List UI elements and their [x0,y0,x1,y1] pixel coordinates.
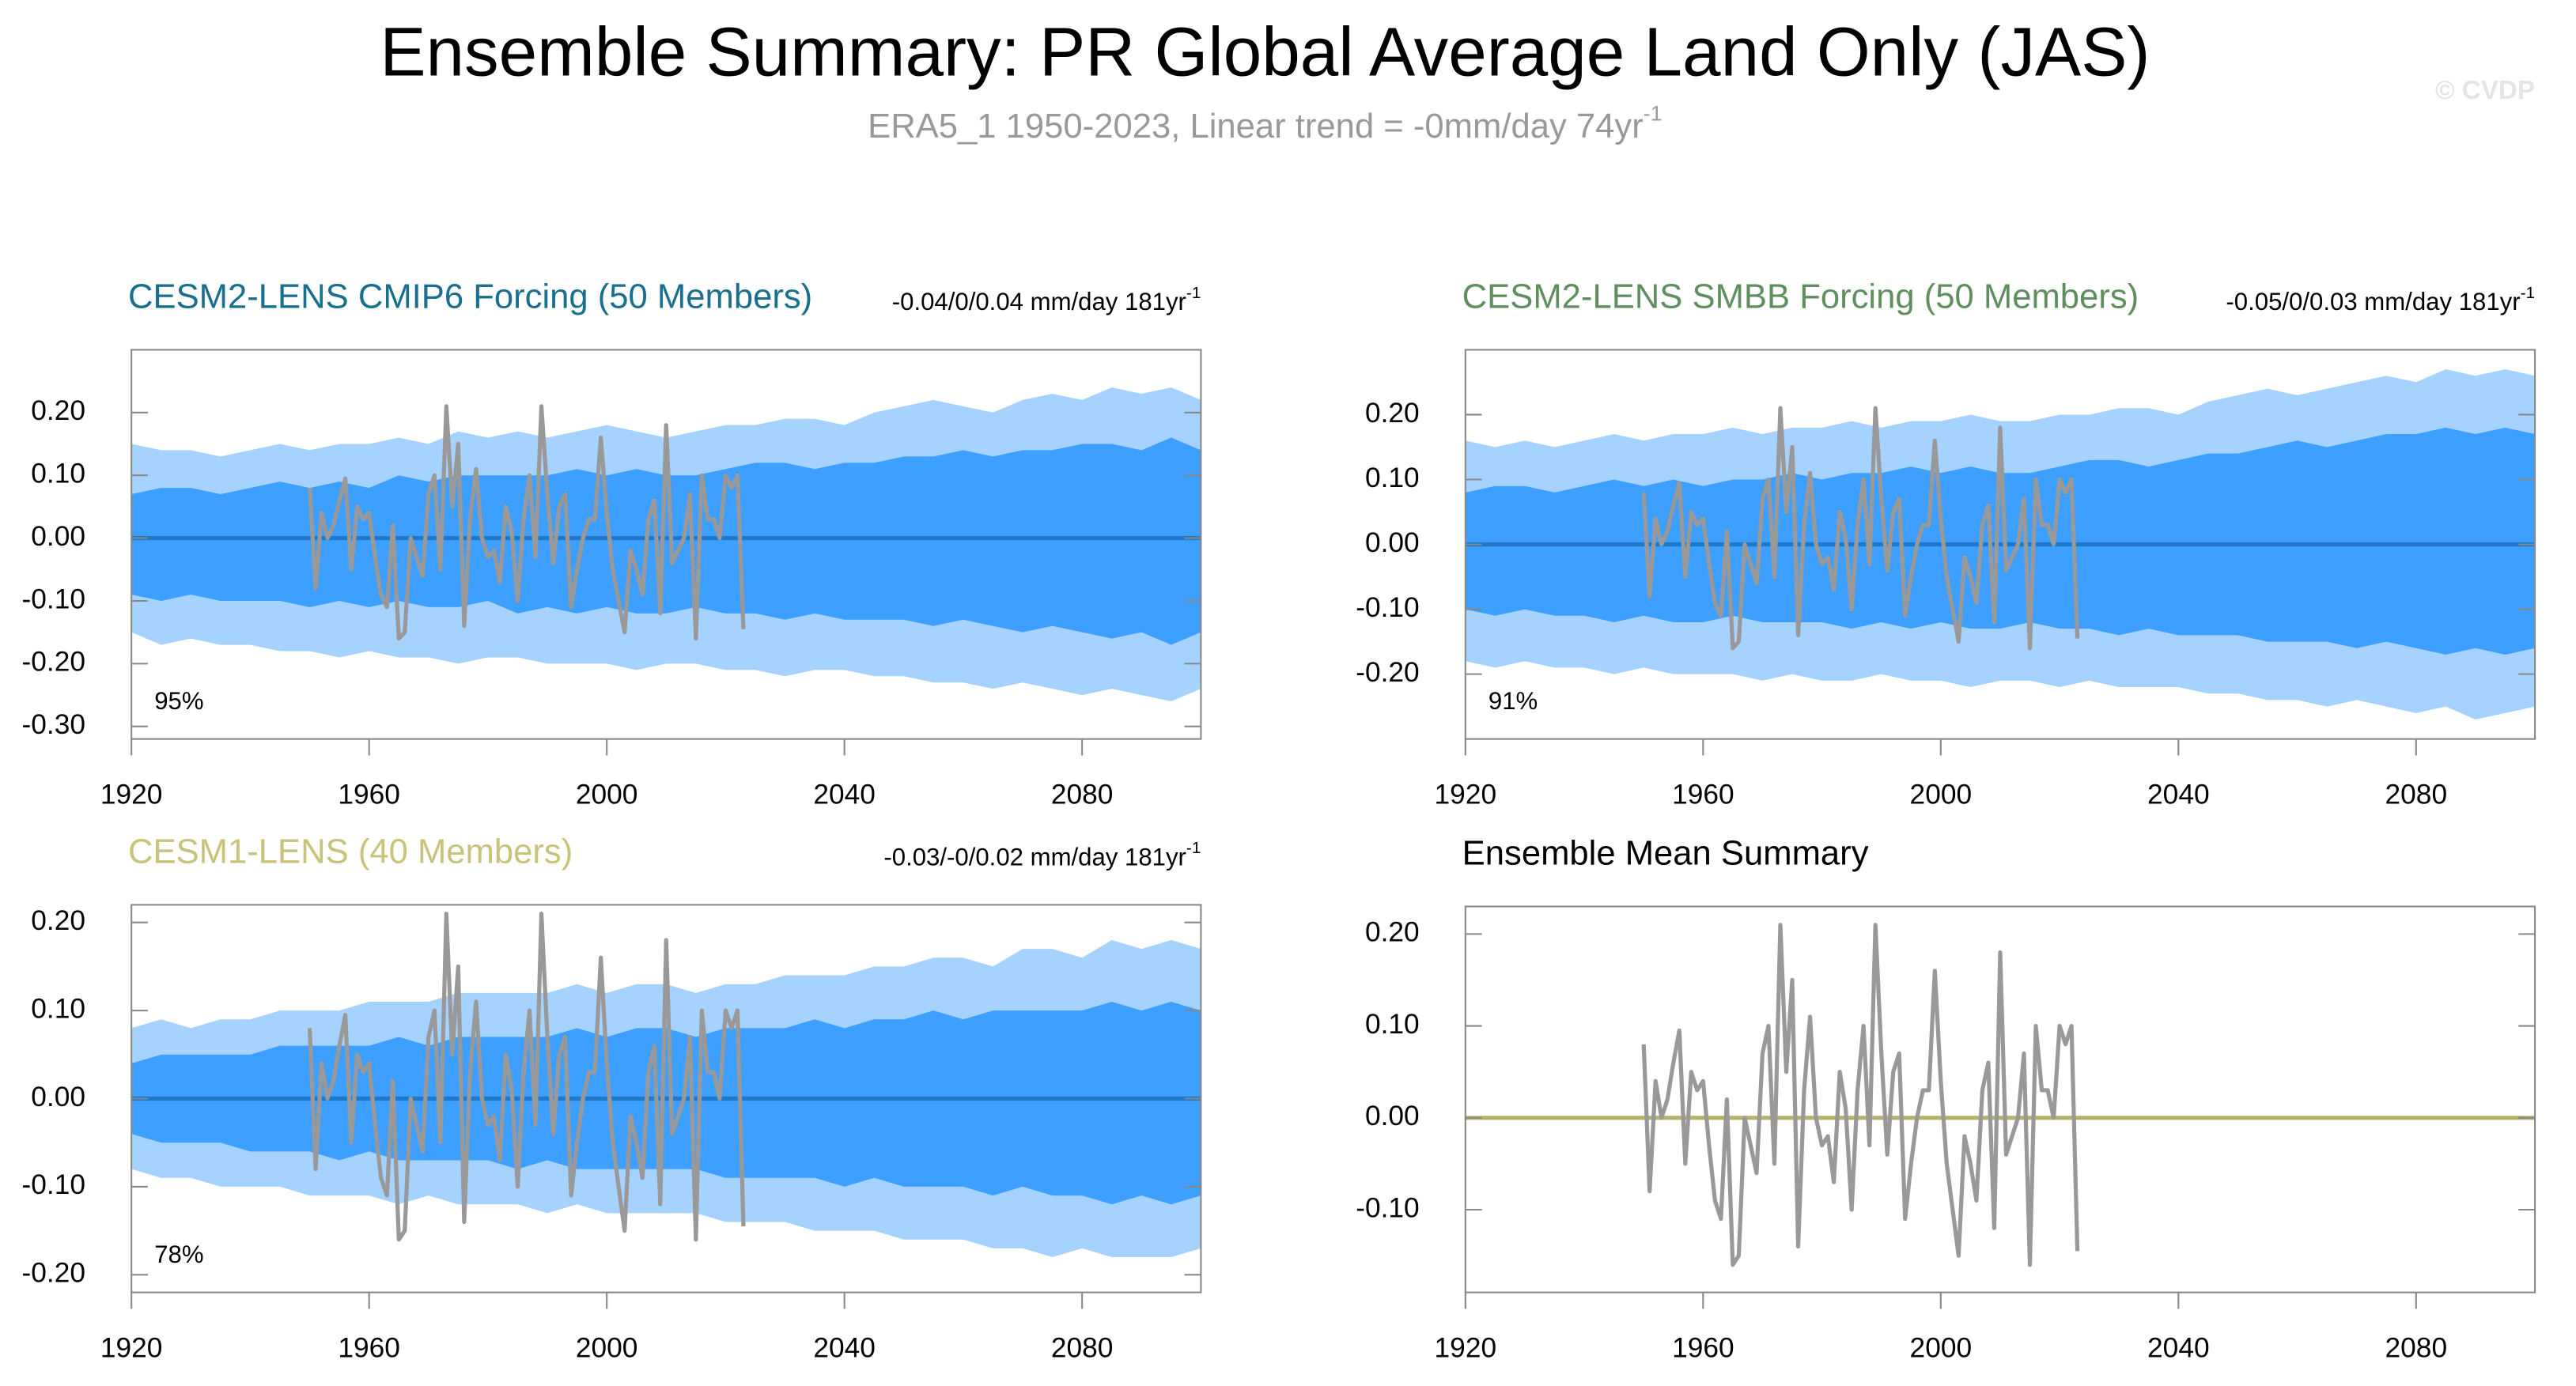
y-tick-label: -0.10 [1356,1192,1419,1223]
subtitle: ERA5_1 1950-2023, Linear trend = -0mm/da… [868,102,1662,145]
x-tick-label: 1960 [338,780,400,810]
spread-band [131,1001,1201,1205]
observation-line [1641,923,2080,1267]
y-tick-label: 0.20 [31,395,85,426]
x-tick-label: 1920 [1435,780,1497,810]
x-tick-label: 1920 [100,780,163,810]
observation-line [307,404,746,641]
trend-label: -0.04/0/0.04 mm/day 181yr-1 [892,284,1201,315]
x-tick-label: 1920 [100,1333,163,1364]
panel: CESM2-LENS SMBB Forcing (50 Members) -0.0… [1356,278,2536,810]
panel: CESM1-LENS (40 Members) -0.03/-0/0.02 mm/… [22,833,1202,1364]
x-tick-label: 2080 [2385,780,2448,810]
y-tick-label: -0.20 [1356,657,1419,688]
x-tick-label: 2080 [1051,1333,1114,1364]
panel-title: CESM1-LENS (40 Members) [128,833,573,871]
y-tick-label: 0.20 [1365,398,1420,429]
y-tick-label: 0.10 [1365,463,1420,493]
spread-band [1465,427,2536,655]
observation-line [1641,406,2080,651]
trend-text: -0.04/0/0.04 mm/day 181yr [892,288,1186,315]
observation-line [307,911,746,1242]
main-title: Ensemble Summary: PR Global Average Land… [380,14,2150,91]
y-tick-label: 0.10 [1365,1009,1420,1040]
y-tick-label: 0.00 [31,521,85,552]
trend-label: -0.05/0/0.03 mm/day 181yr-1 [2226,284,2535,315]
y-tick-label: -0.10 [22,1169,85,1200]
y-tick-label: -0.30 [22,709,85,740]
trend-superscript: -1 [1186,284,1201,302]
x-tick-label: 2000 [1910,1333,1973,1364]
y-tick-label: 0.00 [1365,527,1420,558]
x-tick-label: 1960 [338,1333,400,1364]
y-tick-label: 0.20 [31,905,85,936]
y-tick-label: -0.20 [22,647,85,678]
x-tick-label: 2000 [1910,780,1973,810]
subtitle-text: ERA5_1 1950-2023, Linear trend = -0mm/da… [868,108,1644,145]
y-tick-label: 0.00 [1365,1101,1420,1131]
panel-title: CESM2-LENS CMIP6 Forcing (50 Members) [128,278,812,316]
x-tick-label: 2040 [2147,1333,2210,1364]
trend-text: -0.03/-0/0.02 mm/day 181yr [883,844,1186,871]
x-tick-label: 2080 [1051,780,1114,810]
percent-label: 78% [154,1241,203,1268]
x-tick-label: 1920 [1435,1333,1497,1364]
x-tick-label: 2000 [576,1333,638,1364]
percent-label: 91% [1488,687,1538,715]
x-tick-label: 1960 [1672,780,1734,810]
y-tick-label: 0.10 [31,459,85,489]
panel: CESM2-LENS CMIP6 Forcing (50 Members) -0.… [22,278,1202,810]
x-tick-label: 2080 [2385,1333,2448,1364]
watermark: © CVDP [2435,76,2535,105]
y-tick-label: -0.20 [22,1258,85,1289]
spread-band [131,437,1201,645]
y-tick-label: 0.00 [31,1082,85,1112]
subtitle-superscript: -1 [1644,102,1662,126]
trend-superscript: -1 [1186,839,1201,857]
trend-text: -0.05/0/0.03 mm/day 181yr [2226,288,2520,315]
y-tick-label: 0.10 [31,993,85,1024]
trend-superscript: -1 [2521,284,2535,302]
panel: Ensemble Mean Summary -0.10 0.00 0.10 0.20 19… [1356,835,2536,1364]
percent-label: 95% [154,687,203,715]
x-tick-label: 2040 [813,780,876,810]
x-tick-label: 2040 [2147,780,2210,810]
x-tick-label: 1960 [1672,1333,1734,1364]
y-tick-label: 0.20 [1365,917,1420,948]
panel-title: CESM2-LENS SMBB Forcing (50 Members) [1462,278,2139,316]
trend-label: -0.03/-0/0.02 mm/day 181yr-1 [883,839,1201,870]
plot-frame [131,349,1202,740]
x-tick-label: 2000 [576,780,638,810]
y-tick-label: -0.10 [22,583,85,614]
x-tick-label: 2040 [813,1333,876,1364]
panel-title: Ensemble Mean Summary [1462,835,1869,873]
y-tick-label: -0.10 [1356,592,1419,623]
plot-frame [1464,905,2536,1293]
